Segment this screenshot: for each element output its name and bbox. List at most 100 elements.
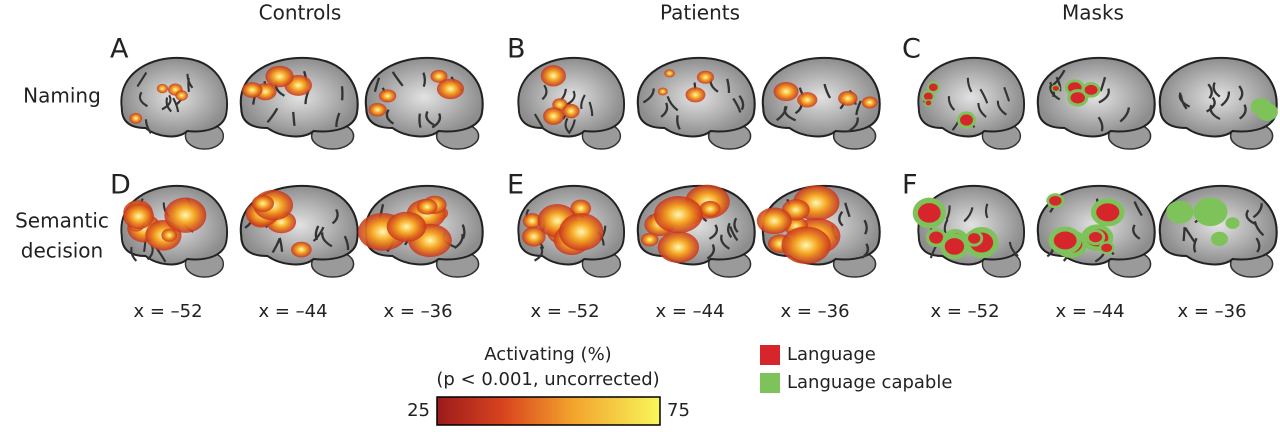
colorbar-max: 75 — [667, 400, 690, 421]
panel-letter: D — [110, 170, 131, 201]
legend-label: Language — [787, 344, 876, 365]
colorbar-min: 25 — [407, 400, 430, 421]
cortex — [1160, 186, 1277, 265]
activation — [757, 208, 792, 235]
activation — [774, 82, 799, 101]
mask-capable — [1251, 98, 1272, 115]
mask-language — [924, 92, 933, 100]
activation — [369, 103, 387, 117]
activation — [161, 229, 177, 242]
activation — [838, 91, 857, 106]
brain — [518, 186, 624, 277]
activation — [379, 89, 396, 102]
cortex — [121, 58, 227, 137]
panel-letter: E — [507, 170, 524, 201]
sulcus — [188, 78, 189, 92]
legend-swatch — [760, 345, 780, 365]
slice-label: x = –36 — [383, 301, 452, 322]
activation — [559, 213, 604, 251]
mask-language — [960, 114, 973, 125]
activation — [700, 201, 721, 217]
activation — [781, 226, 830, 264]
brain — [121, 186, 227, 277]
brain — [913, 186, 1024, 277]
mask-language — [1085, 85, 1098, 95]
activation — [541, 65, 566, 86]
mask-language — [945, 238, 964, 255]
panel-letter: A — [110, 34, 129, 65]
slice-label: x = –52 — [133, 301, 202, 322]
brain — [757, 185, 880, 277]
panel-letter: C — [902, 34, 921, 65]
row-label: decision — [21, 239, 103, 263]
mask-language — [1054, 232, 1077, 250]
activation — [387, 212, 427, 242]
activation — [242, 82, 263, 98]
brain — [241, 58, 358, 149]
activation — [437, 79, 464, 100]
mask-capable — [1166, 201, 1193, 224]
activation — [522, 227, 546, 247]
activation — [252, 195, 274, 212]
colorbar — [437, 397, 660, 425]
activation — [291, 242, 312, 258]
activation — [123, 203, 154, 229]
mask-language — [1089, 232, 1102, 242]
slice-label: x = –44 — [655, 301, 724, 322]
brain — [121, 58, 227, 149]
panel-letter: F — [902, 170, 918, 201]
brain — [358, 186, 483, 277]
column-header: Masks — [1062, 1, 1124, 25]
brain — [763, 58, 880, 149]
activation — [129, 113, 142, 124]
mask-capable — [1211, 232, 1228, 246]
brain — [241, 186, 358, 277]
activation — [658, 231, 699, 263]
activation — [164, 197, 206, 232]
activation — [417, 199, 438, 215]
slice-label: x = –36 — [1177, 301, 1246, 322]
slice-label: x = –52 — [930, 301, 999, 322]
mask-language — [918, 203, 941, 223]
activation — [697, 71, 714, 84]
brain — [518, 58, 624, 149]
activation — [658, 88, 668, 96]
mask-language — [1053, 86, 1059, 91]
sulcus — [1184, 227, 1185, 241]
mask-language — [1071, 92, 1085, 103]
legend-swatch — [760, 373, 780, 393]
slice-label: x = –52 — [530, 301, 599, 322]
brain — [638, 185, 755, 277]
activation — [664, 69, 675, 77]
row-label: Naming — [23, 84, 101, 108]
activation — [797, 92, 817, 107]
brain — [1038, 186, 1155, 277]
activation — [543, 107, 564, 125]
panel-letter: B — [507, 34, 526, 65]
mask-language — [929, 231, 943, 243]
colorbar-subtitle: (p < 0.001, uncorrected) — [436, 369, 659, 390]
activation — [641, 233, 659, 246]
mask-language — [926, 101, 932, 106]
mask-capable — [1226, 217, 1240, 229]
activation — [157, 84, 168, 93]
brain-images — [121, 58, 1278, 277]
activation — [654, 196, 703, 233]
slice-label: x = –44 — [1055, 301, 1124, 322]
sulcus — [293, 112, 294, 126]
column-header: Patients — [660, 1, 740, 25]
activation — [265, 66, 293, 87]
brain — [1038, 58, 1155, 149]
sulcus — [419, 114, 420, 128]
activation — [562, 104, 579, 118]
brain — [918, 58, 1024, 149]
activation — [686, 87, 706, 102]
cortex — [518, 58, 624, 137]
mask-language — [929, 83, 938, 91]
colorbar-title: Activating (%) — [484, 344, 611, 365]
mask-language — [1096, 203, 1119, 221]
brain — [638, 58, 755, 149]
mask-language — [1049, 196, 1061, 206]
brain — [1160, 58, 1278, 149]
